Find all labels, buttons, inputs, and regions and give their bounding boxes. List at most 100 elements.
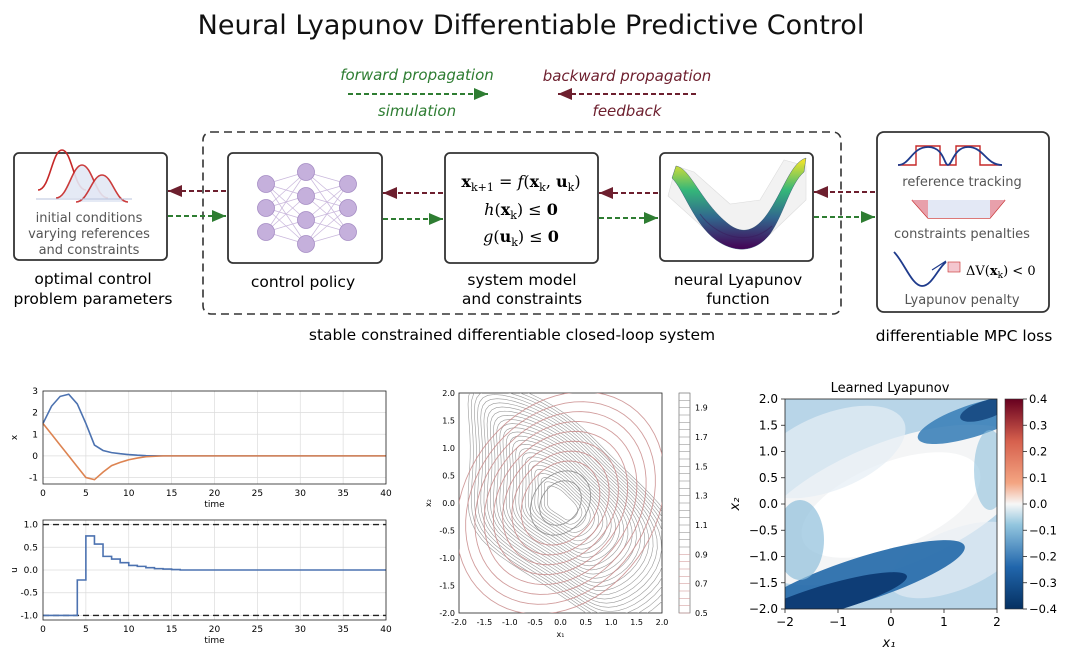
- y-tick-label: 0: [32, 452, 38, 462]
- legend-forward-label: forward propagation: [340, 66, 494, 84]
- contour-lines: [459, 393, 662, 613]
- series-line-2: [42, 422, 386, 481]
- learned-lyapunov-heatmap: Learned Lyapunov −2 −1 0 1 2 −2.0 −1.5 −1.0 −0.5…: [728, 381, 1057, 651]
- contour-level: [502, 440, 619, 566]
- params-text-3: and constraints: [39, 243, 140, 258]
- streamline: [467, 393, 662, 613]
- x-tick-label: 10: [123, 625, 135, 635]
- colorbar-tick-label: 1.5: [695, 462, 708, 471]
- model-caption-1: system model: [467, 271, 576, 289]
- x-tick-label: −2: [776, 615, 794, 629]
- params-block: initial conditions varying references an…: [13, 149, 168, 261]
- x-tick-label: 40: [380, 489, 392, 499]
- lyapunov-caption-2: function: [706, 290, 769, 308]
- x-tick-label: -2.0: [451, 618, 467, 627]
- x-tick-label: 1: [940, 615, 948, 629]
- reference-tracking-icon: [897, 145, 1003, 166]
- lyapunov-penalty-icon: ΔV(xk) < 0: [893, 251, 1036, 287]
- streamline: [534, 468, 595, 538]
- x-tick-label: -1.5: [477, 618, 493, 627]
- colorbar-tick-label: 0.0: [1029, 497, 1047, 511]
- y-tick-label: −1.5: [749, 576, 778, 590]
- contour-level: [474, 411, 647, 595]
- lyapunov-surface-icon: [667, 157, 807, 250]
- y-tick-label: 0.0: [759, 497, 778, 511]
- neuron-node: [339, 199, 357, 217]
- backward-arrows: [168, 185, 875, 199]
- x-tick-label: 5: [83, 625, 89, 635]
- y-tick-label: -0.5: [439, 527, 455, 536]
- colorbar-tick-label: −0.4: [1029, 602, 1057, 616]
- neuron-node: [297, 163, 315, 181]
- model-block: xk+1 = f(xk, uk) h(xk) ≤ 0 g(uk) ≤ 0: [444, 152, 599, 264]
- params-caption-1: optimal control: [34, 270, 151, 288]
- y-tick-label: 2.0: [442, 389, 455, 398]
- colorbar-tick-label: 1.3: [695, 492, 708, 501]
- loss-item-lyapunov-penalty: Lyapunov penalty: [904, 293, 1019, 308]
- closed-loop-frame: [202, 131, 842, 315]
- y-tick-label: 2.0: [759, 392, 778, 406]
- y-tick-label: -1: [29, 474, 38, 484]
- neuron-node: [339, 223, 357, 241]
- colorbar-tick-label: −0.2: [1029, 550, 1057, 564]
- x-tick-label: 20: [209, 489, 221, 499]
- colorbar-tick-label: 0.5: [695, 609, 708, 618]
- x-axis-label: time: [204, 500, 225, 510]
- y-tick-label: 1: [32, 430, 38, 440]
- constraints-penalties-icon: [911, 199, 1006, 219]
- x-tick-label: 40: [380, 625, 392, 635]
- y-tick-label: 1.0: [442, 444, 455, 453]
- policy-block: [227, 152, 383, 264]
- colorbar-tick-label: 0.9: [695, 550, 708, 559]
- colorbar-tick-label: 1.7: [695, 433, 708, 442]
- y-tick-label: 0.5: [442, 472, 455, 481]
- streamline: [518, 448, 616, 558]
- contour-level: [529, 470, 592, 536]
- policy-caption: control policy: [251, 273, 355, 291]
- y-tick-label: −0.5: [749, 523, 778, 537]
- streamline: [515, 444, 620, 562]
- x-axis-label: x₁: [557, 630, 565, 639]
- y-tick-label: -1.0: [439, 554, 455, 563]
- y-tick-label: 0.5: [24, 543, 38, 553]
- y-axis-label: x₂: [424, 499, 433, 507]
- streamline: [496, 419, 646, 587]
- y-tick-label: -0.5: [20, 589, 38, 599]
- y-tick-label: -2.0: [439, 609, 455, 618]
- neuron-node: [257, 223, 275, 241]
- colorbar-tick-label: 0.1: [1029, 471, 1047, 485]
- legend-backward-label: backward propagation: [543, 67, 712, 85]
- control-input-plot: 0 5 10 15 20 25 30 35 40 -1.0 -0.5 0.0 0.5 1.0 time u: [10, 519, 392, 646]
- x-tick-label: 0: [887, 615, 895, 629]
- streamline: [474, 393, 662, 613]
- model-equation-2: h(xk) ≤ 0: [484, 200, 558, 222]
- neuron-node: [297, 187, 315, 205]
- figure-title: Neural Lyapunov Differentiable Predictiv…: [198, 10, 865, 41]
- neural-network-nodes: [257, 163, 357, 253]
- phase-portrait-plot: 0.5 0.7 0.9 1.1 1.3 1.5 1.7 1.9 -2.0 -1.5 -1.0 -0.…: [424, 389, 708, 639]
- y-tick-label: −1.0: [749, 550, 778, 564]
- x-axis-label: x₁: [882, 636, 896, 651]
- streamline: [524, 456, 608, 550]
- streamline: [540, 477, 587, 529]
- x-tick-label: 30: [295, 625, 307, 635]
- series-line-1: [43, 535, 386, 617]
- streamline: [505, 431, 633, 575]
- x-tick-label: 30: [295, 489, 307, 499]
- forward-arrows: [168, 210, 875, 225]
- streamline: [543, 481, 583, 525]
- lyapunov-inequality: ΔV(xk) < 0: [966, 264, 1036, 281]
- x-tick-label: 5: [83, 489, 89, 499]
- heatmap-title: Learned Lyapunov: [831, 381, 950, 396]
- contour-level: [539, 480, 582, 526]
- model-equation-1: xk+1 = f(xk, uk): [461, 172, 580, 194]
- y-tick-label: 0.0: [442, 499, 455, 508]
- x-tick-label: 10: [123, 489, 135, 499]
- streamline: [483, 402, 662, 604]
- y-tick-label: -1.0: [20, 611, 38, 621]
- loss-caption: differentiable MPC loss: [876, 327, 1053, 345]
- x-tick-label: -0.5: [527, 618, 543, 627]
- y-tick-label: 3: [32, 387, 38, 397]
